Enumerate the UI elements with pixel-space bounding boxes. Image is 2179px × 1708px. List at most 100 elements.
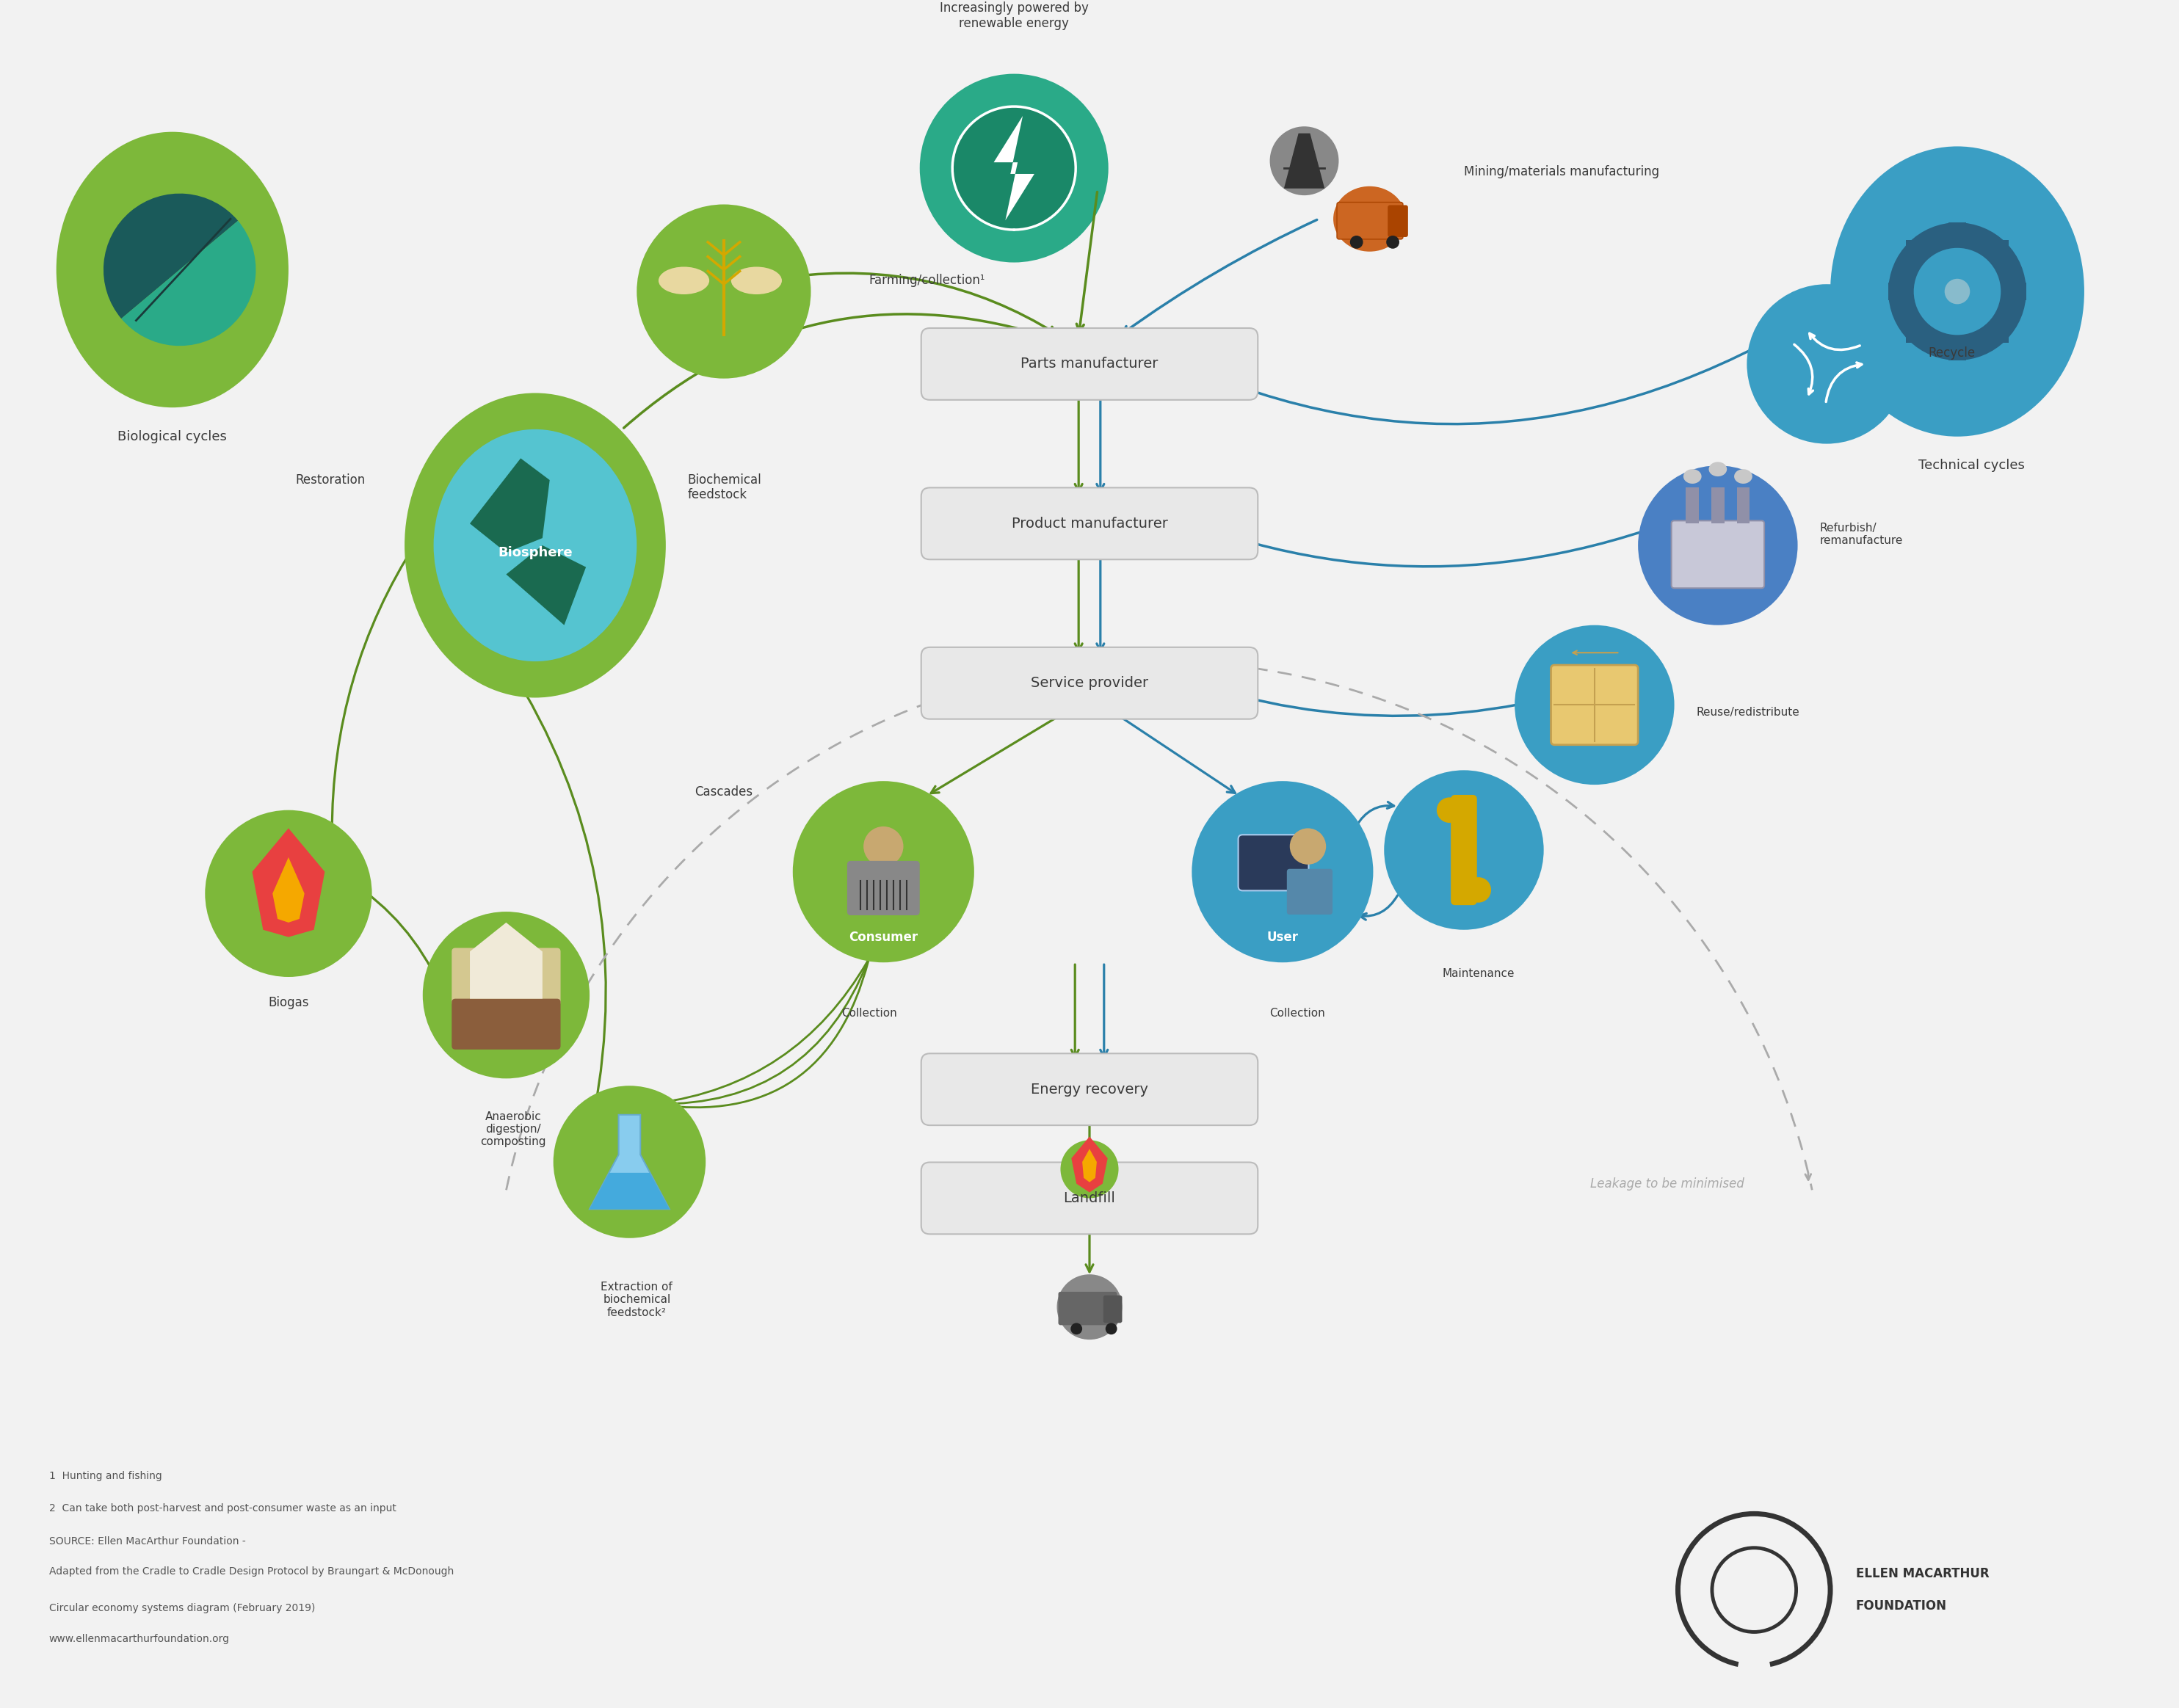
Text: User: User (1266, 931, 1299, 943)
Text: Collection: Collection (1268, 1008, 1325, 1018)
Polygon shape (471, 458, 549, 553)
Polygon shape (272, 857, 305, 922)
Text: Landfill: Landfill (1063, 1190, 1116, 1206)
FancyBboxPatch shape (1551, 664, 1639, 745)
Text: Anaerobic
digestion/
composting: Anaerobic digestion/ composting (482, 1110, 547, 1148)
Text: Biogas: Biogas (268, 996, 309, 1009)
Ellipse shape (1384, 770, 1543, 929)
FancyBboxPatch shape (1907, 325, 1924, 343)
FancyBboxPatch shape (451, 999, 560, 1049)
Text: Collection: Collection (841, 1008, 898, 1018)
Ellipse shape (1351, 236, 1364, 249)
Text: Restoration: Restoration (296, 473, 366, 487)
FancyBboxPatch shape (1451, 794, 1477, 905)
Text: Circular economy systems diagram (February 2019): Circular economy systems diagram (Februa… (50, 1602, 316, 1612)
Ellipse shape (1386, 236, 1399, 249)
FancyBboxPatch shape (1059, 1291, 1118, 1325)
FancyBboxPatch shape (1992, 325, 2009, 343)
FancyBboxPatch shape (922, 328, 1257, 400)
Ellipse shape (952, 106, 1076, 231)
Text: Farming/collection¹: Farming/collection¹ (869, 273, 985, 287)
Polygon shape (1072, 1136, 1107, 1192)
Polygon shape (591, 1115, 669, 1209)
Ellipse shape (1708, 461, 1728, 477)
Text: Adapted from the Cradle to Cradle Design Protocol by Braungart & McDonough: Adapted from the Cradle to Cradle Design… (50, 1566, 453, 1576)
Text: Energy recovery: Energy recovery (1031, 1083, 1148, 1097)
Ellipse shape (636, 205, 811, 379)
Ellipse shape (1192, 781, 1373, 962)
Ellipse shape (405, 393, 667, 697)
Ellipse shape (1748, 284, 1907, 444)
Ellipse shape (1290, 828, 1327, 864)
Text: Biosphere: Biosphere (497, 547, 573, 559)
Text: Increasingly powered by
renewable energy: Increasingly powered by renewable energy (939, 2, 1090, 31)
FancyBboxPatch shape (1737, 487, 1750, 524)
FancyBboxPatch shape (848, 861, 920, 915)
Ellipse shape (57, 132, 288, 408)
Text: Technical cycles: Technical cycles (1918, 459, 2024, 471)
Ellipse shape (434, 429, 636, 661)
Ellipse shape (1889, 222, 2026, 360)
Ellipse shape (553, 1086, 706, 1238)
Text: Product manufacturer: Product manufacturer (1011, 516, 1168, 531)
Text: Reuse/redistribute: Reuse/redistribute (1695, 707, 1800, 717)
FancyBboxPatch shape (1948, 222, 1965, 239)
Polygon shape (253, 828, 325, 938)
Text: SOURCE: Ellen MacArthur Foundation -: SOURCE: Ellen MacArthur Foundation - (50, 1535, 246, 1546)
Text: Service provider: Service provider (1031, 676, 1148, 690)
Polygon shape (471, 922, 543, 999)
Text: Cascades: Cascades (695, 786, 754, 799)
FancyBboxPatch shape (1711, 487, 1724, 524)
Polygon shape (1283, 133, 1325, 188)
Text: Mining/materials manufacturing: Mining/materials manufacturing (1464, 166, 1658, 178)
FancyBboxPatch shape (1103, 1295, 1122, 1324)
FancyBboxPatch shape (1907, 241, 1924, 258)
Text: Refurbish/
remanufacture: Refurbish/ remanufacture (1819, 523, 1902, 547)
Polygon shape (591, 1173, 669, 1209)
Ellipse shape (423, 912, 591, 1078)
FancyBboxPatch shape (922, 488, 1257, 560)
Polygon shape (506, 545, 586, 625)
Text: ELLEN MACARTHUR: ELLEN MACARTHUR (1857, 1568, 1989, 1580)
Ellipse shape (863, 827, 904, 866)
Ellipse shape (1734, 470, 1752, 483)
Polygon shape (994, 116, 1035, 220)
Ellipse shape (793, 781, 974, 962)
Wedge shape (122, 220, 255, 345)
FancyBboxPatch shape (1889, 284, 1907, 301)
Text: 1  Hunting and fishing: 1 Hunting and fishing (50, 1471, 161, 1481)
FancyBboxPatch shape (451, 948, 560, 1006)
Ellipse shape (1830, 147, 2085, 437)
FancyBboxPatch shape (1288, 869, 1334, 914)
Text: Maintenance: Maintenance (1442, 968, 1514, 979)
Text: 2  Can take both post-harvest and post-consumer waste as an input: 2 Can take both post-harvest and post-co… (50, 1503, 397, 1513)
Ellipse shape (1436, 798, 1462, 823)
Text: Parts manufacturer: Parts manufacturer (1020, 357, 1159, 371)
Ellipse shape (1639, 466, 1798, 625)
FancyBboxPatch shape (922, 1054, 1257, 1126)
Ellipse shape (1070, 1324, 1083, 1334)
Text: Extraction of
biochemical
feedstock²: Extraction of biochemical feedstock² (601, 1281, 673, 1319)
FancyBboxPatch shape (922, 1161, 1257, 1235)
Wedge shape (102, 193, 238, 319)
FancyBboxPatch shape (1948, 343, 1965, 360)
Ellipse shape (920, 73, 1109, 263)
Ellipse shape (1913, 248, 2000, 335)
Ellipse shape (1061, 1141, 1118, 1199)
FancyBboxPatch shape (1687, 487, 1700, 524)
FancyBboxPatch shape (2009, 284, 2026, 301)
Ellipse shape (1334, 186, 1405, 251)
Ellipse shape (1466, 878, 1490, 902)
Ellipse shape (1514, 625, 1673, 784)
Ellipse shape (658, 266, 710, 294)
Text: Biological cycles: Biological cycles (118, 430, 227, 442)
FancyBboxPatch shape (1671, 521, 1765, 588)
Ellipse shape (1105, 1324, 1118, 1334)
Ellipse shape (1270, 126, 1338, 195)
FancyBboxPatch shape (1338, 202, 1403, 239)
FancyBboxPatch shape (922, 647, 1257, 719)
FancyBboxPatch shape (1992, 241, 2009, 258)
Text: Leakage to be minimised: Leakage to be minimised (1591, 1177, 1743, 1190)
FancyBboxPatch shape (1388, 205, 1408, 237)
Text: www.ellenmacarthurfoundation.org: www.ellenmacarthurfoundation.org (50, 1635, 229, 1645)
